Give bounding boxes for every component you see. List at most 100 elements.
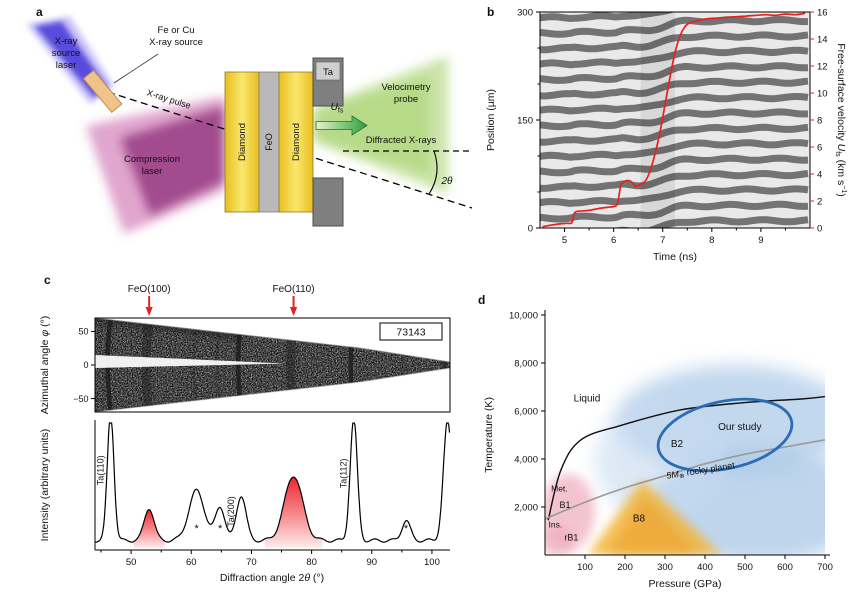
y2-title-part: U — [835, 144, 847, 152]
xray-source-laser-label-1: X-ray — [55, 36, 78, 47]
streak-fringe — [540, 154, 809, 177]
xray-pulse-label: X-ray pulse — [146, 88, 192, 111]
x-tick-label: 90 — [366, 557, 377, 568]
c-profile-y-axis-title: Intensity (arbitrary units) — [39, 429, 51, 542]
diffraction-profile-curve — [95, 422, 451, 543]
x-tick-label: 70 — [246, 557, 257, 568]
diamond-left-label: Diamond — [237, 123, 248, 161]
xray-source-material-label-2: X-ray source — [149, 37, 203, 48]
y-tick-label: 6,000 — [514, 406, 538, 417]
x-tick-label: 100 — [424, 557, 440, 568]
y2-tick-label: 12 — [817, 61, 828, 72]
y-tick-label: 8,000 — [514, 358, 538, 369]
geotherm-label-part: 5M — [666, 469, 680, 481]
asterisk-marker: * — [218, 523, 223, 535]
diamond-layer-right — [278, 71, 314, 213]
ta-label: Ta — [323, 67, 334, 78]
y2-tick-label: 2 — [817, 196, 822, 207]
diamond-right-label: Diamond — [291, 123, 302, 161]
ta-peak-label: Ta(200) — [226, 496, 236, 527]
ta-block-bottom — [312, 177, 344, 227]
xray-source-laser-label-2: source — [52, 48, 81, 59]
shot-id-box — [379, 322, 443, 341]
map-top-streak — [96, 318, 241, 341]
b-y2-axis-title: Free-surface velocity Ufs (km s−1) — [834, 43, 847, 196]
velocimetry-probe-label-1: Velocimetry — [381, 82, 430, 93]
xray-source-material-label-1: Fe or Cu — [158, 25, 195, 36]
velocimetry-beam — [313, 56, 448, 194]
xray-pulse-path — [107, 91, 473, 209]
streak-fringe — [540, 62, 809, 84]
y2-tick-label: 8 — [817, 115, 822, 126]
feo-label: FeO — [264, 133, 274, 151]
phi-tick-label: 0 — [83, 360, 88, 370]
c-x-axis-title: Diffraction angle 2θ (°) — [220, 572, 324, 584]
x-tick-label: 200 — [617, 562, 633, 573]
ufs-symbol: U — [331, 102, 339, 113]
y2-tick-label: 6 — [817, 142, 822, 153]
phi-tick-label: 50 — [78, 327, 88, 337]
asterisk-marker: * — [195, 523, 200, 535]
compression-laser-label-1: Compression — [124, 154, 180, 165]
region-label-ourstudy: Our study — [718, 422, 761, 433]
x-tick-label: 300 — [657, 562, 673, 573]
panel-b-label: b — [487, 5, 494, 19]
region-label-rb1: rB1 — [564, 533, 578, 543]
region-label-ins: Ins. — [549, 519, 563, 529]
shock-region-shading — [640, 12, 675, 228]
y2-title-part: (km s — [835, 157, 847, 186]
x-tick-label: 8 — [709, 235, 714, 246]
x-tick-label: 500 — [737, 562, 753, 573]
ufs-label: Ufs — [331, 102, 344, 115]
streak-fringes — [540, 12, 809, 228]
y2-tick-label: 10 — [817, 88, 828, 99]
x-tick-label: 7 — [660, 235, 665, 246]
panel-c-diffraction: c 50 0 −50 FeO(100) FeO(110) 73143 Azimuthal… — [39, 273, 451, 584]
x-tick-label: 100 — [577, 562, 593, 573]
region-label-b8: B8 — [633, 513, 646, 524]
feo-line-label: FeO(100) — [128, 284, 171, 295]
xray-source-foil — [82, 69, 123, 114]
x-tick-label: 9 — [758, 235, 763, 246]
two-theta-label: 2θ — [441, 176, 454, 187]
y2-tick-label: 14 — [817, 34, 828, 45]
target-stack — [224, 57, 344, 227]
melting-curve — [547, 395, 826, 521]
phi-tick-label: −50 — [73, 394, 88, 404]
streak-fringe — [540, 200, 809, 223]
feo-line-arrowhead — [145, 307, 153, 316]
region-label-b1: B1 — [559, 500, 570, 510]
y2-tick-label: 0 — [817, 223, 822, 234]
region-label-b2: B2 — [671, 439, 684, 450]
feo-line-label: FeO(110) — [273, 284, 315, 295]
y-tick-label: 150 — [517, 115, 533, 126]
y2-title-part: fs — [834, 151, 841, 157]
map-title-part: Azimuthal angle — [39, 337, 51, 415]
geotherm-label-part: ⊕ — [679, 472, 686, 480]
panel-d-label: d — [478, 293, 485, 307]
x-tick-label: 60 — [186, 557, 197, 568]
phase-regions — [545, 365, 825, 555]
panel-a-label: a — [36, 5, 43, 19]
source-pointer-line — [113, 53, 159, 84]
velocity-curve — [542, 12, 806, 228]
map-bottom-streak — [96, 392, 231, 412]
streak-fringe — [540, 169, 809, 192]
y2-tick-label: 4 — [817, 169, 822, 180]
y2-tick-label: 16 — [817, 7, 828, 18]
xray-source-laser-label-3: laser — [56, 60, 77, 71]
rb1-region — [545, 526, 574, 555]
two-theta-arc — [428, 150, 438, 195]
x-tick-label: 700 — [817, 562, 833, 573]
diffraction-map: 50 0 −50 FeO(100) FeO(110) — [73, 284, 451, 413]
feo-peak-highlight — [133, 509, 165, 548]
streak-fringe — [540, 31, 809, 54]
map-title-part: (°) — [39, 316, 51, 330]
y2-title-part: −1 — [840, 185, 847, 193]
panel-b-streak: b 0 150 300 0 2 4 6 8 10 12 14 16 5 6 7 8 9 Time (ns) Po… — [485, 5, 847, 263]
wedge-top-edge — [94, 317, 451, 363]
